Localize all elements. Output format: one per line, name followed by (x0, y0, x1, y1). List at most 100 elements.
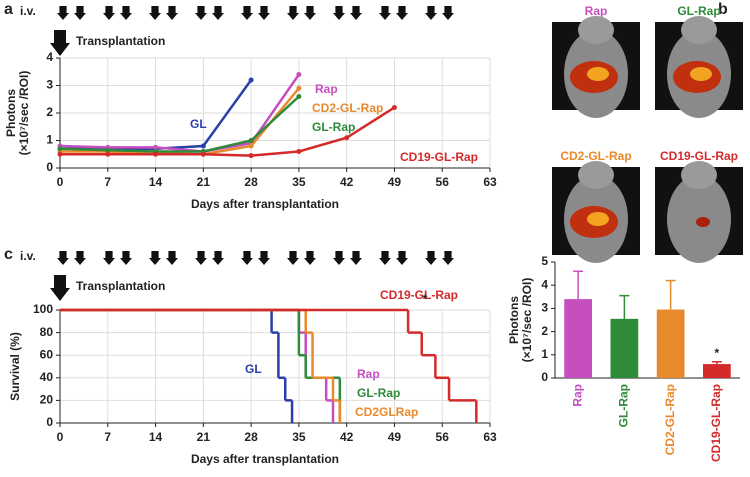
point (105, 151, 111, 157)
y-tick-label: 0 (541, 370, 548, 384)
x-tick-label: 35 (292, 175, 306, 189)
x-tick-label: 49 (388, 430, 402, 444)
point (200, 151, 206, 157)
image-label: CD2-GL-Rap (560, 149, 631, 163)
bar (656, 309, 685, 378)
y-axis-label: Survival (%) (8, 332, 22, 401)
x-tick-label: 7 (104, 175, 111, 189)
series-label: GL-Rap (357, 386, 400, 400)
iv-arrow (258, 6, 270, 20)
x-tick-label: 28 (244, 175, 258, 189)
iv-arrow (148, 6, 161, 20)
series-label: GL (245, 362, 262, 376)
point (344, 135, 350, 141)
y-tick-label: 4 (46, 50, 53, 64)
iv-arrow (240, 6, 253, 20)
point (200, 143, 206, 149)
y-tick-label: 4 (541, 277, 548, 291)
iv-arrow (304, 251, 316, 265)
x-tick-label: 14 (149, 430, 163, 444)
iv-arrow (287, 6, 299, 20)
point (248, 143, 254, 149)
iv-arrow (120, 6, 132, 20)
bar (703, 364, 731, 378)
y-tick-label: 60 (40, 347, 54, 361)
line (60, 106, 396, 157)
iv-arrow (425, 251, 437, 265)
signal (696, 217, 710, 227)
mouse-head (681, 161, 717, 189)
iv-arrow (194, 6, 207, 20)
series-label: CD2GLRap (355, 405, 418, 419)
x-tick-label: 63 (483, 430, 497, 444)
mouse-head (578, 16, 614, 44)
x-tick-label: 49 (388, 175, 402, 189)
y-tick-label: 1 (46, 133, 53, 147)
iv-arrow (74, 6, 86, 20)
iv-arrow (240, 251, 253, 265)
point (153, 151, 159, 157)
transplant-arrow (50, 30, 70, 56)
event-label: Transplantation (76, 279, 165, 293)
iv-arrow (211, 251, 224, 265)
iv-arrow (120, 251, 132, 265)
mouse-head (681, 16, 717, 44)
iv-arrow (350, 251, 362, 265)
series-label: GL (190, 117, 207, 131)
y-tick-label: 3 (541, 301, 548, 315)
signal (587, 212, 609, 226)
point (248, 153, 254, 159)
iv-arrow (57, 6, 69, 20)
point (57, 151, 63, 157)
x-tick-label: Rap (570, 384, 584, 407)
x-tick-label: 21 (197, 430, 211, 444)
series-label: Rap (357, 367, 380, 381)
series-label: Rap (315, 82, 338, 96)
y-axis-label: (×10⁷/sec /ROI) (17, 71, 31, 156)
y-tick-label: 2 (46, 105, 53, 119)
point (248, 77, 254, 83)
bar (610, 318, 639, 378)
point (296, 85, 302, 91)
iv-arrow (442, 6, 454, 20)
iv-arrow (396, 251, 408, 265)
iv-arrow (103, 251, 115, 265)
point (391, 105, 397, 110)
iv-arrow (57, 251, 69, 265)
y-axis-label: Photons (4, 89, 18, 137)
series-label: CD2-GL-Rap (312, 101, 383, 115)
iv-arrow (103, 6, 115, 20)
point (296, 72, 302, 77)
annotation: * (715, 346, 720, 360)
x-tick-label: 42 (340, 175, 354, 189)
y-tick-label: 100 (33, 302, 53, 316)
iv-arrow (350, 6, 362, 20)
x-tick-label: 28 (244, 430, 258, 444)
x-tick-label: 21 (197, 175, 211, 189)
x-tick-label: CD19-GL-Rap (709, 384, 723, 462)
iv-arrow (258, 251, 270, 265)
line (60, 87, 300, 156)
iv-label: i.v. (20, 249, 36, 263)
y-tick-label: 5 (541, 254, 548, 268)
y-tick-label: 0 (46, 415, 53, 429)
y-tick-label: 3 (46, 78, 53, 92)
y-tick-label: 20 (40, 393, 54, 407)
x-tick-label: 0 (57, 175, 64, 189)
image-label: CD19-GL-Rap (660, 149, 738, 163)
panel-label: c (4, 246, 13, 263)
iv-arrow (165, 6, 178, 20)
iv-arrow (194, 251, 207, 265)
x-tick-label: 14 (149, 175, 163, 189)
x-tick-label: 0 (57, 430, 64, 444)
x-tick-label: GL-Rap (617, 384, 631, 427)
line (59, 95, 300, 153)
iv-label: i.v. (20, 4, 36, 18)
panel-label: a (4, 1, 13, 18)
point (57, 146, 63, 152)
iv-arrow (425, 6, 437, 20)
x-tick-label: 35 (292, 430, 306, 444)
x-tick-label: 7 (104, 430, 111, 444)
y-axis-label: (×10⁷/sec /ROI) (520, 278, 534, 363)
